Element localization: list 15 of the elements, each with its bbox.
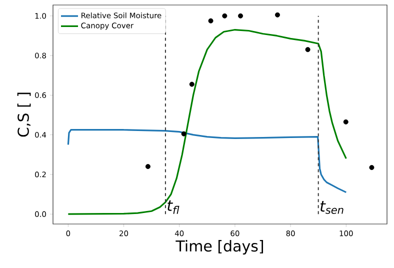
point [181,131,186,136]
point [208,18,214,24]
point [238,13,244,18]
point [222,13,228,18]
y-axis-title: C,S [ ] [17,92,31,137]
line-series [67,28,347,215]
point [274,12,280,18]
x-axis-title: Time [days] [176,240,264,255]
ref-line-label: t$_{sen}$ [320,201,344,214]
point [343,119,348,124]
ref-line-label: t$_{fl}$ [168,200,180,214]
point [189,82,194,87]
point [369,165,374,170]
point [305,47,310,52]
point [145,164,150,170]
